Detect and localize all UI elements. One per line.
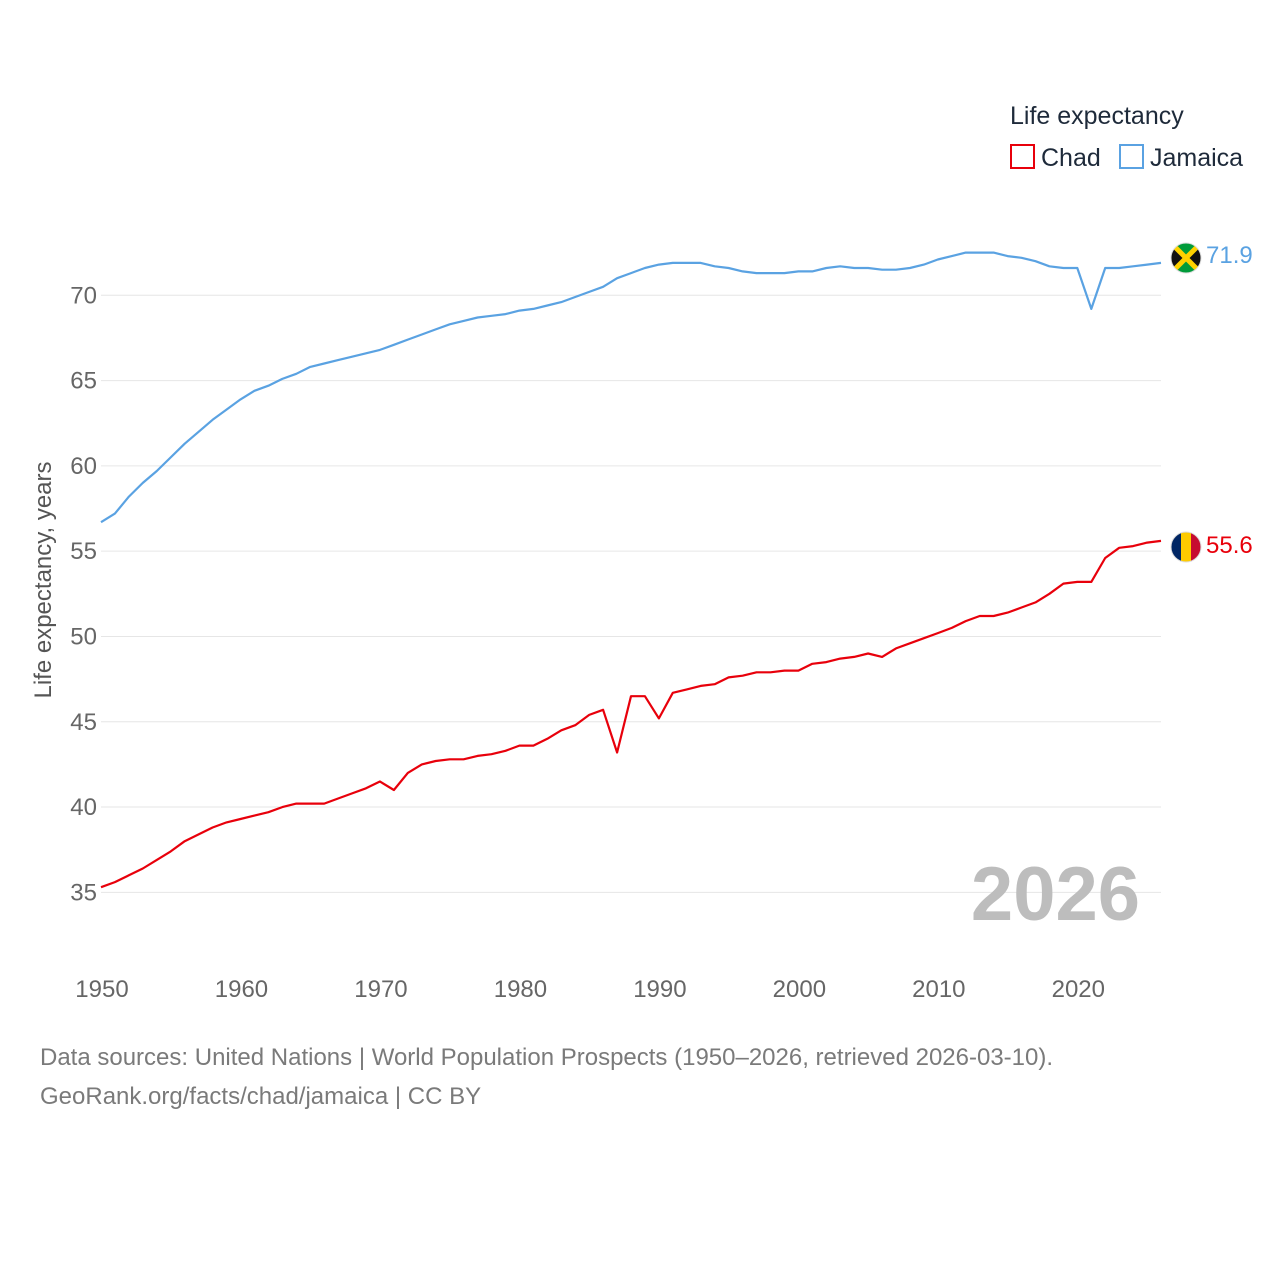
source-text: Data sources: United Nations | World Pop… bbox=[40, 1044, 1054, 1071]
legend-title: Life expectancy bbox=[1010, 102, 1184, 130]
series-line-jamaica[interactable] bbox=[100, 251, 1162, 524]
y-tick-label: 65 bbox=[70, 368, 97, 395]
x-tick-label: 2020 bbox=[1052, 976, 1105, 1003]
jamaica-flag-icon bbox=[1170, 242, 1202, 274]
y-tick-label: 40 bbox=[70, 794, 97, 821]
x-axis-ticks: 1950 1960 1970 1980 1990 2000 2010 2020 bbox=[75, 976, 1105, 1003]
chad-flag-icon bbox=[1170, 531, 1202, 563]
x-tick-label: 1970 bbox=[354, 976, 407, 1003]
year-stamp: 2026 bbox=[971, 852, 1140, 937]
series-line-chad[interactable] bbox=[100, 539, 1162, 889]
series-lines bbox=[100, 251, 1162, 889]
legend-item-jamaica[interactable]: Jamaica bbox=[1119, 144, 1243, 172]
source-link[interactable]: GeoRank.org/facts/chad/jamaica | CC BY bbox=[40, 1083, 482, 1110]
y-tick-label: 50 bbox=[70, 623, 97, 650]
legend[interactable]: Life expectancy Chad Jamaica bbox=[1010, 102, 1243, 172]
y-axis-ticks: 35 40 45 50 55 60 65 70 bbox=[70, 282, 97, 906]
x-tick-label: 2010 bbox=[912, 976, 965, 1003]
gridlines bbox=[101, 294, 1161, 893]
y-tick-label: 70 bbox=[70, 282, 97, 309]
y-tick-label: 45 bbox=[70, 709, 97, 736]
y-axis-title: Life expectancy, years bbox=[30, 461, 57, 698]
x-tick-label: 2000 bbox=[773, 976, 826, 1003]
y-tick-label: 35 bbox=[70, 879, 97, 906]
legend-swatch-chad bbox=[1010, 144, 1035, 169]
legend-label-chad: Chad bbox=[1041, 144, 1101, 172]
y-tick-label: 60 bbox=[70, 453, 97, 480]
x-tick-label: 1960 bbox=[215, 976, 268, 1003]
legend-item-chad[interactable]: Chad bbox=[1010, 144, 1101, 172]
x-tick-label: 1950 bbox=[75, 976, 128, 1003]
x-tick-label: 1990 bbox=[633, 976, 686, 1003]
legend-swatch-jamaica bbox=[1119, 144, 1144, 169]
y-tick-label: 55 bbox=[70, 538, 97, 565]
end-label-chad: 55.6 bbox=[1206, 532, 1253, 559]
x-tick-label: 1980 bbox=[494, 976, 547, 1003]
end-label-jamaica: 71.9 bbox=[1206, 242, 1253, 269]
line-chart: 35 40 45 50 55 60 65 70 1950 1960 1970 1980 1990 200… bbox=[30, 102, 1253, 1003]
legend-label-jamaica: Jamaica bbox=[1150, 144, 1243, 172]
